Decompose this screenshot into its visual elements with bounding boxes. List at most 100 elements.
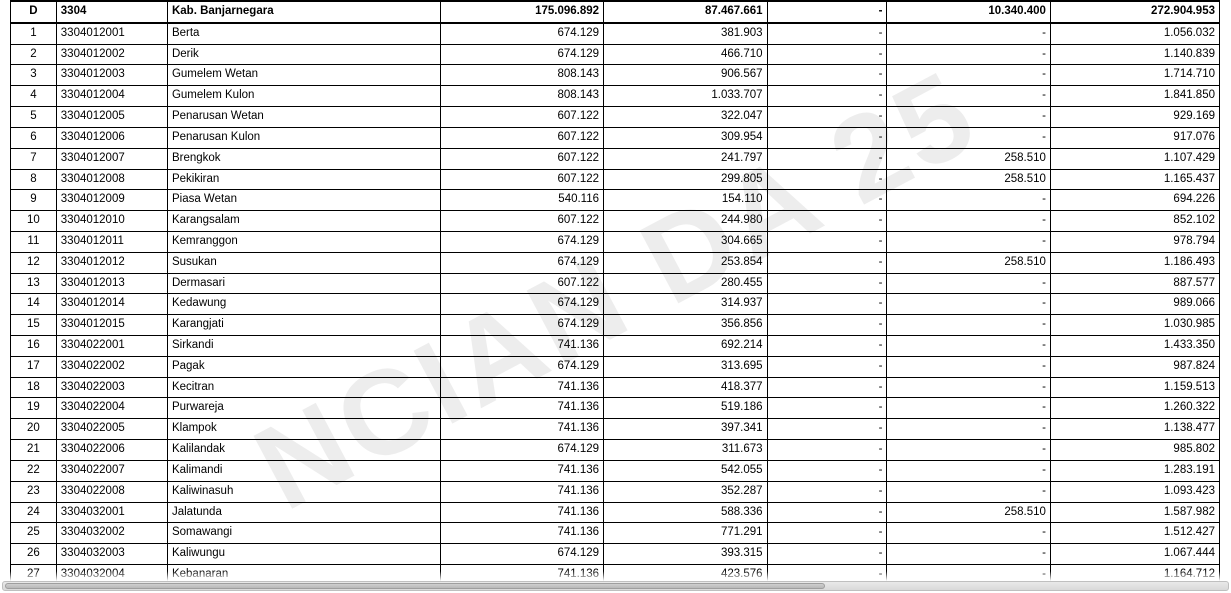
table-row: 103304012010Karangsalam607.122244.980--8…	[11, 211, 1220, 232]
header-cell-code: 3304	[56, 1, 167, 23]
cell-v4: -	[887, 440, 1051, 461]
cell-v1: 674.129	[440, 294, 604, 315]
cell-v3: -	[767, 377, 887, 398]
cell-d: 6	[11, 127, 57, 148]
cell-name: Dermasari	[167, 273, 440, 294]
cell-v4: -	[887, 481, 1051, 502]
cell-code: 3304022006	[56, 440, 167, 461]
cell-v1: 674.129	[440, 544, 604, 565]
cell-v3: -	[767, 419, 887, 440]
header-cell-v3: -	[767, 1, 887, 23]
cell-v5: 1.283.191	[1050, 460, 1219, 481]
cell-v4: 258.510	[887, 502, 1051, 523]
cell-v5: 978.794	[1050, 231, 1219, 252]
cell-v3: -	[767, 336, 887, 357]
cell-v3: -	[767, 398, 887, 419]
cell-v1: 607.122	[440, 211, 604, 232]
cell-name: Jalatunda	[167, 502, 440, 523]
cell-v3: -	[767, 231, 887, 252]
cell-d: 14	[11, 294, 57, 315]
cell-v2: 393.315	[604, 544, 768, 565]
horizontal-scrollbar[interactable]	[2, 581, 1229, 591]
cell-v1: 741.136	[440, 481, 604, 502]
cell-v3: -	[767, 190, 887, 211]
cell-v3: -	[767, 460, 887, 481]
table-row: 63304012006Penarusan Kulon607.122309.954…	[11, 127, 1220, 148]
cell-code: 3304012014	[56, 294, 167, 315]
table-header-row: D3304Kab. Banjarnegara175.096.89287.467.…	[11, 1, 1220, 23]
cell-v3: -	[767, 169, 887, 190]
header-cell-v4: 10.340.400	[887, 1, 1051, 23]
cell-v3: -	[767, 481, 887, 502]
cell-name: Kemranggon	[167, 231, 440, 252]
cell-name: Gumelem Wetan	[167, 65, 440, 86]
cell-v1: 741.136	[440, 523, 604, 544]
cell-v1: 540.116	[440, 190, 604, 211]
cell-name: Purwareja	[167, 398, 440, 419]
cell-d: 20	[11, 419, 57, 440]
cell-v2: 311.673	[604, 440, 768, 461]
cell-v5: 1.140.839	[1050, 44, 1219, 65]
cell-code: 3304012007	[56, 148, 167, 169]
cell-d: 8	[11, 169, 57, 190]
cell-v1: 674.129	[440, 440, 604, 461]
header-cell-v2: 87.467.661	[604, 1, 768, 23]
table-row: 123304012012Susukan674.129253.854-258.51…	[11, 252, 1220, 273]
cell-code: 3304032003	[56, 544, 167, 565]
cell-v5: 1.093.423	[1050, 481, 1219, 502]
cell-v2: 352.287	[604, 481, 768, 502]
cell-v4: -	[887, 460, 1051, 481]
cell-v2: 1.033.707	[604, 86, 768, 107]
cell-code: 3304032001	[56, 502, 167, 523]
cell-v3: -	[767, 65, 887, 86]
cell-d: 16	[11, 336, 57, 357]
cell-v5: 1.260.322	[1050, 398, 1219, 419]
cell-code: 3304012010	[56, 211, 167, 232]
cell-name: Klampok	[167, 419, 440, 440]
cell-d: 25	[11, 523, 57, 544]
cell-v4: -	[887, 127, 1051, 148]
bottom-fade-overlay	[0, 571, 1231, 581]
header-cell-name: Kab. Banjarnegara	[167, 1, 440, 23]
cell-v4: -	[887, 294, 1051, 315]
cell-code: 3304012005	[56, 107, 167, 128]
cell-v4: -	[887, 377, 1051, 398]
cell-v2: 418.377	[604, 377, 768, 398]
table-row: 133304012013Dermasari607.122280.455--887…	[11, 273, 1220, 294]
table-row: 243304032001Jalatunda741.136588.336-258.…	[11, 502, 1220, 523]
cell-v2: 381.903	[604, 23, 768, 44]
cell-v1: 808.143	[440, 65, 604, 86]
table-row: 73304012007Brengkok607.122241.797-258.51…	[11, 148, 1220, 169]
horizontal-scrollbar-thumb[interactable]	[5, 583, 825, 589]
cell-code: 3304012004	[56, 86, 167, 107]
cell-v3: -	[767, 273, 887, 294]
cell-v2: 241.797	[604, 148, 768, 169]
header-cell-v5: 272.904.953	[1050, 1, 1219, 23]
cell-name: Susukan	[167, 252, 440, 273]
cell-name: Kaliwinasuh	[167, 481, 440, 502]
table-row: 153304012015Karangjati674.129356.856--1.…	[11, 315, 1220, 336]
cell-v5: 1.067.444	[1050, 544, 1219, 565]
cell-v5: 1.587.982	[1050, 502, 1219, 523]
table-row: 43304012004Gumelem Kulon808.1431.033.707…	[11, 86, 1220, 107]
cell-v1: 607.122	[440, 169, 604, 190]
cell-v4: -	[887, 231, 1051, 252]
table-row: 253304032002Somawangi741.136771.291--1.5…	[11, 523, 1220, 544]
cell-v1: 607.122	[440, 107, 604, 128]
cell-code: 3304032002	[56, 523, 167, 544]
cell-v3: -	[767, 211, 887, 232]
header-cell-v1: 175.096.892	[440, 1, 604, 23]
allocation-table: D3304Kab. Banjarnegara175.096.89287.467.…	[10, 0, 1220, 586]
cell-v4: 258.510	[887, 169, 1051, 190]
cell-v1: 741.136	[440, 419, 604, 440]
cell-v3: -	[767, 252, 887, 273]
cell-v1: 808.143	[440, 86, 604, 107]
table-row: 23304012002Derik674.129466.710--1.140.83…	[11, 44, 1220, 65]
cell-name: Derik	[167, 44, 440, 65]
cell-v1: 674.129	[440, 315, 604, 336]
cell-d: 1	[11, 23, 57, 44]
cell-code: 3304022001	[56, 336, 167, 357]
cell-d: 12	[11, 252, 57, 273]
cell-v1: 741.136	[440, 377, 604, 398]
table-row: 223304022007Kalimandi741.136542.055--1.2…	[11, 460, 1220, 481]
